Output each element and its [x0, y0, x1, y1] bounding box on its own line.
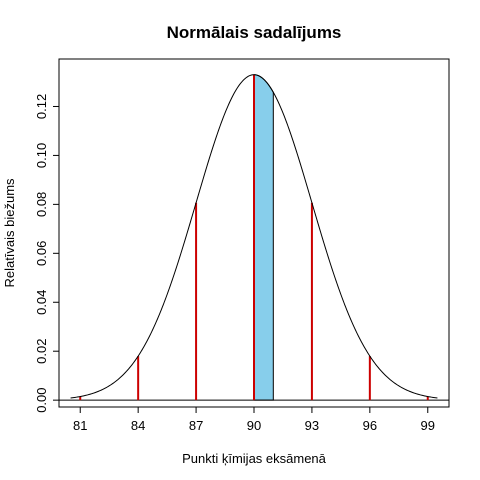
x-tick-label-84: 84 — [131, 418, 145, 433]
y-tick-label-2: 0.04 — [34, 290, 49, 315]
normal-curve — [70, 74, 438, 399]
x-tick-label-93: 93 — [305, 418, 319, 433]
x-tick-label-87: 87 — [189, 418, 203, 433]
y-axis-label: Relatīvais biežums — [2, 178, 17, 288]
shaded-area — [253, 74, 274, 401]
y-axis: 0.00 0.02 0.04 0.06 0.08 0.10 0.12 — [34, 94, 59, 413]
vertical-lines-layer — [79, 74, 429, 401]
y-tick-label-3: 0.06 — [34, 241, 49, 266]
chart-title: Normālais sadalījums — [167, 23, 342, 42]
y-tick-label-0: 0.00 — [34, 387, 49, 412]
x-tick-label-81: 81 — [73, 418, 87, 433]
y-tick-label-4: 0.08 — [34, 192, 49, 217]
x-tick-label-90: 90 — [247, 418, 261, 433]
shaded-region-layer — [253, 74, 274, 401]
x-axis-label: Punkti ķīmijas eksāmenā — [182, 451, 327, 466]
y-tick-label-5: 0.10 — [34, 143, 49, 168]
x-axis: 81 84 87 90 93 96 99 — [73, 407, 435, 433]
y-tick-label-1: 0.02 — [34, 339, 49, 364]
y-tick-label-6: 0.12 — [34, 94, 49, 119]
x-tick-label-99: 99 — [421, 418, 435, 433]
curve-layer — [70, 74, 438, 399]
x-tick-label-96: 96 — [363, 418, 377, 433]
